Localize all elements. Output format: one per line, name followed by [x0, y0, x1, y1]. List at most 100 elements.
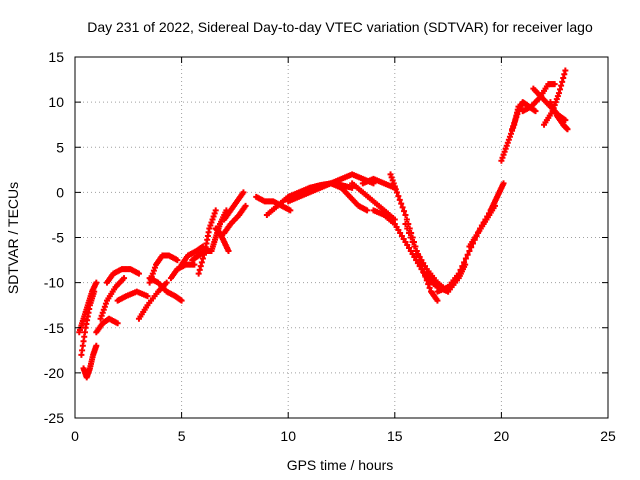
series-arc-18: [212, 225, 232, 255]
plot-area: [76, 67, 571, 381]
data-point-fill: [111, 286, 118, 293]
data-point-fill: [390, 180, 397, 187]
data-point-fill: [399, 204, 406, 211]
data-point-fill: [388, 174, 395, 181]
data-point-fill: [224, 246, 231, 253]
data-point-fill: [362, 206, 369, 213]
data-point-fill: [552, 110, 559, 117]
data-point-fill: [426, 284, 433, 291]
data-point-fill: [457, 266, 464, 273]
data-point: [393, 189, 400, 196]
x-tick-label: 20: [494, 428, 510, 444]
data-point: [498, 157, 505, 164]
data-point-fill: [397, 229, 404, 236]
data-point-fill: [199, 255, 206, 262]
data-point-fill: [304, 190, 311, 197]
x-tick-label: 15: [387, 428, 403, 444]
data-point-fill: [482, 218, 489, 225]
y-tick-label: -20: [44, 365, 64, 381]
data-point-fill: [559, 78, 566, 85]
data-point-fill: [205, 229, 212, 236]
data-point-fill: [358, 175, 365, 182]
data-point-fill: [216, 223, 223, 230]
data-point-fill: [557, 86, 564, 93]
y-tick-label: 10: [48, 94, 64, 110]
data-point-fill: [347, 184, 354, 191]
data-point-fill: [499, 181, 506, 188]
y-tick-label: -15: [44, 320, 64, 336]
data-point-fill: [143, 304, 150, 311]
data-point-fill: [393, 223, 400, 230]
data-point-fill: [414, 260, 421, 267]
data-point-fill: [368, 196, 375, 203]
data-point-fill: [406, 245, 413, 252]
y-tick-label: -10: [44, 275, 64, 291]
data-point-fill: [513, 114, 520, 121]
data-point-fill: [511, 120, 518, 127]
data-point-fill: [391, 183, 398, 190]
data-point-fill: [401, 208, 408, 215]
data-point-fill: [285, 206, 292, 213]
series-arc-06: [103, 266, 142, 286]
data-point-fill: [336, 176, 343, 183]
data-point-fill: [358, 187, 365, 194]
series-arc-17: [221, 202, 249, 236]
data-point-fill: [404, 242, 411, 249]
data-point-fill: [390, 219, 397, 226]
data-point-fill: [134, 269, 141, 276]
data-point-fill: [121, 293, 128, 300]
data-point-fill: [379, 179, 386, 186]
data-point-fill: [398, 200, 405, 207]
data-point-fill: [102, 300, 109, 307]
data-point-fill: [531, 107, 538, 114]
data-point-fill: [416, 263, 423, 270]
data-point-fill: [142, 292, 149, 299]
data-point: [387, 171, 394, 178]
data-point-fill: [453, 272, 460, 279]
data-point-fill: [553, 96, 560, 103]
data-point-fill: [153, 290, 160, 297]
data-point-fill: [495, 190, 502, 197]
series-arc-02: [78, 288, 98, 358]
series-arc-05: [97, 275, 128, 322]
data-point: [509, 126, 516, 133]
data-point-fill: [400, 236, 407, 243]
data-point-fill: [211, 210, 218, 217]
x-tick-label: 0: [71, 428, 79, 444]
series-arc-36: [519, 81, 558, 115]
data-point-fill: [398, 232, 405, 239]
plot-frame: [74, 56, 609, 419]
data-point-fill: [283, 195, 290, 202]
data-point-fill: [177, 296, 184, 303]
data-point-fill: [162, 281, 169, 288]
data-point-fill: [561, 71, 568, 78]
data-point-fill: [443, 284, 450, 291]
data-point-fill: [239, 190, 246, 197]
data-point-fill: [92, 281, 99, 288]
data-point-fill: [552, 99, 559, 106]
data-point-fill: [550, 81, 557, 88]
data-point-fill: [232, 199, 239, 206]
data-point-fill: [500, 151, 507, 158]
data-point-fill: [459, 263, 466, 270]
data-point-fill: [501, 148, 508, 155]
data-point-fill: [507, 130, 514, 137]
data-point-fill: [119, 276, 126, 283]
data-point: [402, 220, 409, 227]
data-point-fill: [226, 222, 233, 229]
data-point-fill: [512, 117, 519, 124]
data-point-fill: [226, 208, 233, 215]
data-point-fill: [99, 309, 106, 316]
data-point: [413, 248, 420, 255]
data-point-fill: [418, 266, 425, 273]
data-point: [195, 270, 202, 277]
data-point-fill: [207, 222, 214, 229]
data-point-fill: [272, 204, 279, 211]
data-point-fill: [503, 142, 510, 149]
data-point-fill: [416, 254, 423, 261]
data-point-fill: [464, 251, 471, 258]
data-point-fill: [420, 260, 427, 267]
data-point-fill: [81, 329, 88, 336]
series-arc-39: [547, 99, 571, 133]
